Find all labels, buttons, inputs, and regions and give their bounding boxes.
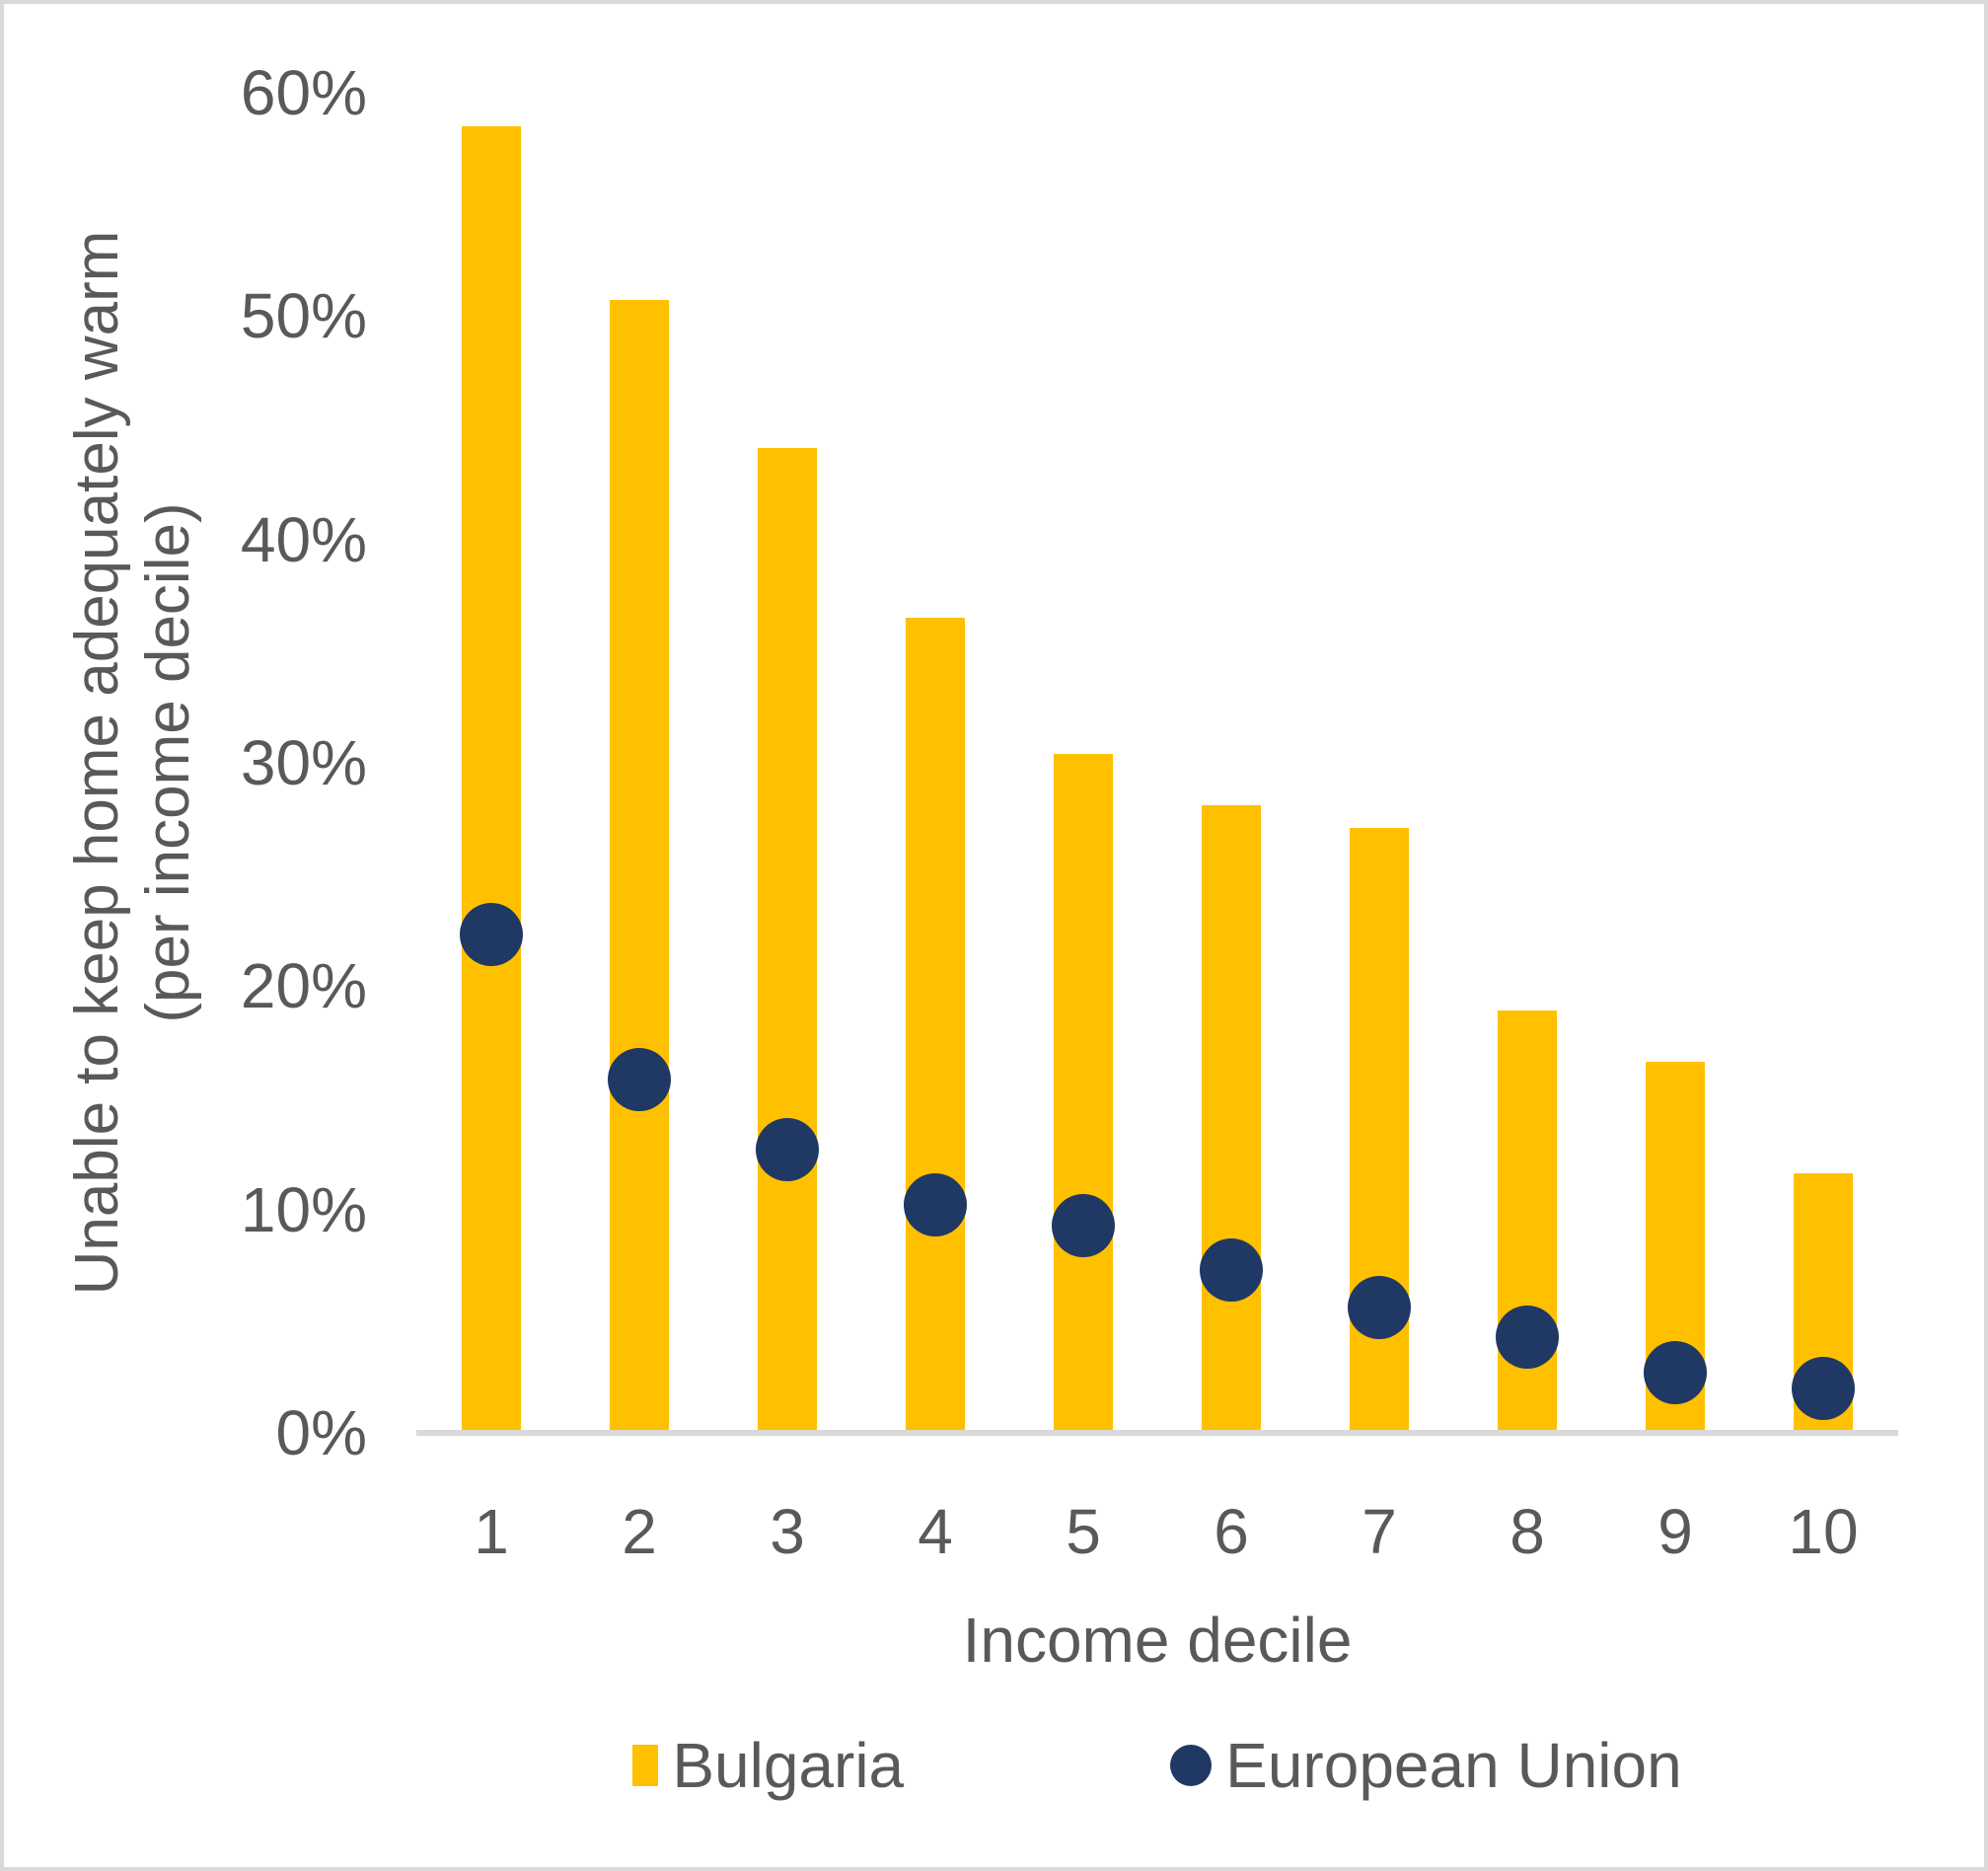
bar-bulgaria-decile-7 <box>1350 827 1409 1433</box>
x-tick-label-7: 7 <box>1362 1496 1397 1567</box>
y-tick-label-50pct: 50% <box>240 280 367 352</box>
legend-item-european-union: European Union <box>1170 1729 1682 1802</box>
legend-marker-square-icon <box>632 1745 659 1786</box>
bar-bulgaria-decile-6 <box>1202 805 1261 1433</box>
dot-european-union-decile-2 <box>608 1048 671 1112</box>
y-tick-label-10pct: 10% <box>240 1173 367 1245</box>
dot-european-union-decile-6 <box>1200 1237 1263 1302</box>
dot-european-union-decile-10 <box>1792 1356 1855 1420</box>
bar-bulgaria-decile-4 <box>906 617 965 1433</box>
x-axis-title: Income decile <box>962 1605 1353 1676</box>
dot-european-union-decile-1 <box>460 903 523 967</box>
y-tick-label-0pct: 0% <box>275 1397 368 1468</box>
bar-bulgaria-decile-5 <box>1054 753 1113 1433</box>
y-axis-title-line1: Unable to keep home adequately warm <box>63 230 131 1296</box>
bar-bulgaria-decile-3 <box>758 447 817 1433</box>
legend-item-bulgaria: Bulgaria <box>632 1729 904 1802</box>
dot-european-union-decile-7 <box>1348 1276 1411 1340</box>
x-tick-label-1: 1 <box>474 1496 509 1567</box>
x-tick-label-2: 2 <box>622 1496 657 1567</box>
dot-european-union-decile-4 <box>904 1173 967 1237</box>
dot-european-union-decile-8 <box>1496 1305 1559 1369</box>
legend-label: Bulgaria <box>672 1730 905 1801</box>
legend-label: European Union <box>1225 1730 1682 1801</box>
y-tick-label-40pct: 40% <box>240 503 367 575</box>
dot-european-union-decile-5 <box>1052 1193 1115 1257</box>
x-axis-line <box>416 1430 1898 1436</box>
dot-european-union-decile-9 <box>1644 1340 1707 1404</box>
x-tick-label-4: 4 <box>918 1496 953 1567</box>
y-tick-label-20pct: 20% <box>240 950 367 1022</box>
legend: Bulgaria European Union <box>416 1721 1898 1810</box>
legend-marker-circle-icon <box>1170 1745 1213 1786</box>
bar-bulgaria-decile-1 <box>462 125 521 1433</box>
x-tick-label-3: 3 <box>770 1496 805 1567</box>
dot-european-union-decile-3 <box>756 1117 819 1181</box>
x-tick-label-6: 6 <box>1214 1496 1249 1567</box>
x-tick-label-5: 5 <box>1066 1496 1101 1567</box>
y-tick-label-60pct: 60% <box>240 57 367 128</box>
x-tick-label-8: 8 <box>1509 1496 1545 1567</box>
x-tick-label-10: 10 <box>1788 1496 1859 1567</box>
y-tick-label-30pct: 30% <box>240 727 367 798</box>
bar-bulgaria-decile-8 <box>1498 1010 1557 1433</box>
x-tick-label-9: 9 <box>1657 1496 1693 1567</box>
bar-bulgaria-decile-2 <box>610 300 669 1433</box>
